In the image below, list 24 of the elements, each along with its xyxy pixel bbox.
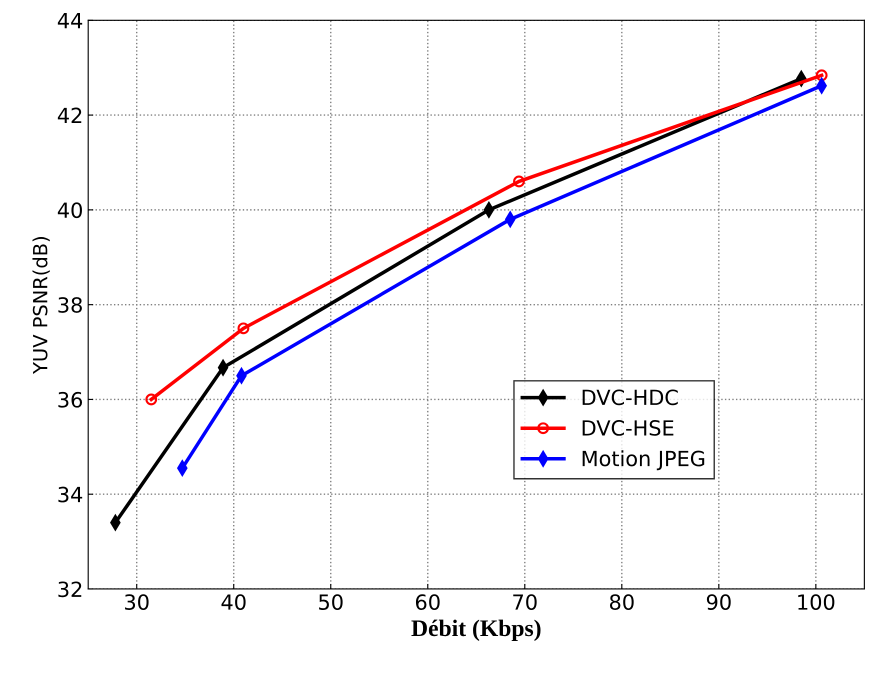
legend-label: DVC-HSE	[582, 420, 674, 436]
y-axis-title: YUV PSNR(dB)	[32, 237, 50, 374]
point	[238, 322, 250, 334]
x-tick-label: 90	[706, 594, 731, 610]
y-tick-label: 32	[58, 581, 82, 598]
legend-label: DVC-HDC	[582, 389, 678, 406]
point	[513, 176, 525, 188]
x-tick-label: 50	[319, 594, 343, 610]
x-tick-label: 100	[798, 594, 834, 610]
x-tick-label: 40	[221, 594, 246, 610]
y-tick-label: 44	[58, 13, 82, 28]
x-tick-label: 80	[610, 594, 634, 610]
x-tick-label: 60	[416, 594, 440, 610]
y-tick-label: 34	[58, 486, 82, 502]
x-tick-label: 70	[513, 594, 537, 610]
x-axis-title: Débit (Kbps)	[411, 620, 541, 642]
y-tick-label: 40	[58, 202, 82, 218]
x-tick-label: 30	[125, 594, 149, 610]
point	[816, 69, 828, 82]
y-tick-label: 36	[58, 392, 82, 408]
y-tick-label: 42	[58, 108, 82, 124]
y-tick-label: 38	[58, 297, 82, 313]
point	[145, 394, 158, 406]
legend-label: Motion JPEG	[582, 450, 704, 470]
